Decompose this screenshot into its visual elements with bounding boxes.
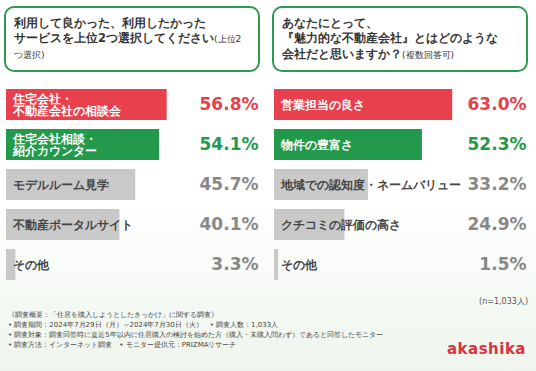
html-text:(n=1,033人): (n=1,033人): [479, 297, 528, 306]
svg-text:45.7%: 45.7%: [200, 174, 259, 194]
svg-text:クチコミの評価の高さ: クチコミの評価の高さ: [281, 218, 401, 232]
html-text:《調査概要：「住居を購入しようとしたきっかけ」に関する調査》: 《調査概要：「住居を購入しようとしたきっかけ」に関する調査》: [8, 311, 218, 319]
svg-text:その他: その他: [13, 258, 50, 272]
html-text:• 調査期間：2024年7月29日（月）～2024年7月30: • 調査期間：2024年7月29日（月）～2024年7月30日（火） • 調査人…: [8, 321, 279, 330]
svg-text:営業担当の良さ: 営業担当の良さ: [281, 98, 365, 112]
html-text:『魅力的な不動産会社』とはどのような: 『魅力的な不動産会社』とはどのような: [282, 31, 498, 46]
svg-text:1.5%: 1.5%: [479, 254, 526, 274]
html-text:あなたにとって、: あなたにとって、: [282, 15, 378, 30]
html-text:akashika: akashika: [446, 340, 526, 358]
svg-text:不動産ポータルサイト: 不動産ポータルサイト: [12, 218, 133, 232]
svg-text:モデルルーム見学: モデルルーム見学: [13, 178, 109, 192]
svg-text:56.8%: 56.8%: [200, 94, 259, 114]
svg-text:3.3%: 3.3%: [211, 254, 258, 274]
svg-text:その他: その他: [281, 258, 318, 272]
svg-text:住宅会社相談・紹介カウンター: 住宅会社相談・紹介カウンター: [12, 132, 97, 158]
html-text:利用して良かった、利用したかった: 利用して良かった、利用したかった: [14, 15, 206, 30]
svg-text:地域での認知度・ネームバリュー: 地域での認知度・ネームバリュー: [280, 178, 461, 192]
svg-text:住宅会社・不動産会社の相談会: 住宅会社・不動産会社の相談会: [12, 92, 122, 118]
svg-text:52.3%: 52.3%: [468, 134, 527, 154]
svg-text:54.1%: 54.1%: [200, 134, 259, 154]
html-text:会社だと思いますか？(複数回答可): 会社だと思いますか？(複数回答可): [282, 46, 454, 61]
html-text:• 調査方法：インターネット調査 • モニター提供元：PRI: • 調査方法：インターネット調査 • モニター提供元：PRIZMAリサーチ: [8, 341, 237, 350]
html-text:• 調査対象：調査回答時に直近5年以内に住居購入の検討を始め: • 調査対象：調査回答時に直近5年以内に住居購入の検討を始めた方（購入・未購入問…: [8, 331, 383, 340]
svg-text:63.0%: 63.0%: [468, 94, 527, 114]
svg-text:33.2%: 33.2%: [468, 174, 527, 194]
html-text:サービスを上位2つ選択してください(上位2つ選択): サービスを上位2つ選択してください(上位2つ選択): [14, 31, 242, 60]
svg-text:40.1%: 40.1%: [200, 214, 259, 234]
svg-text:24.9%: 24.9%: [468, 214, 527, 234]
svg-text:物件の豊富さ: 物件の豊富さ: [280, 138, 353, 152]
